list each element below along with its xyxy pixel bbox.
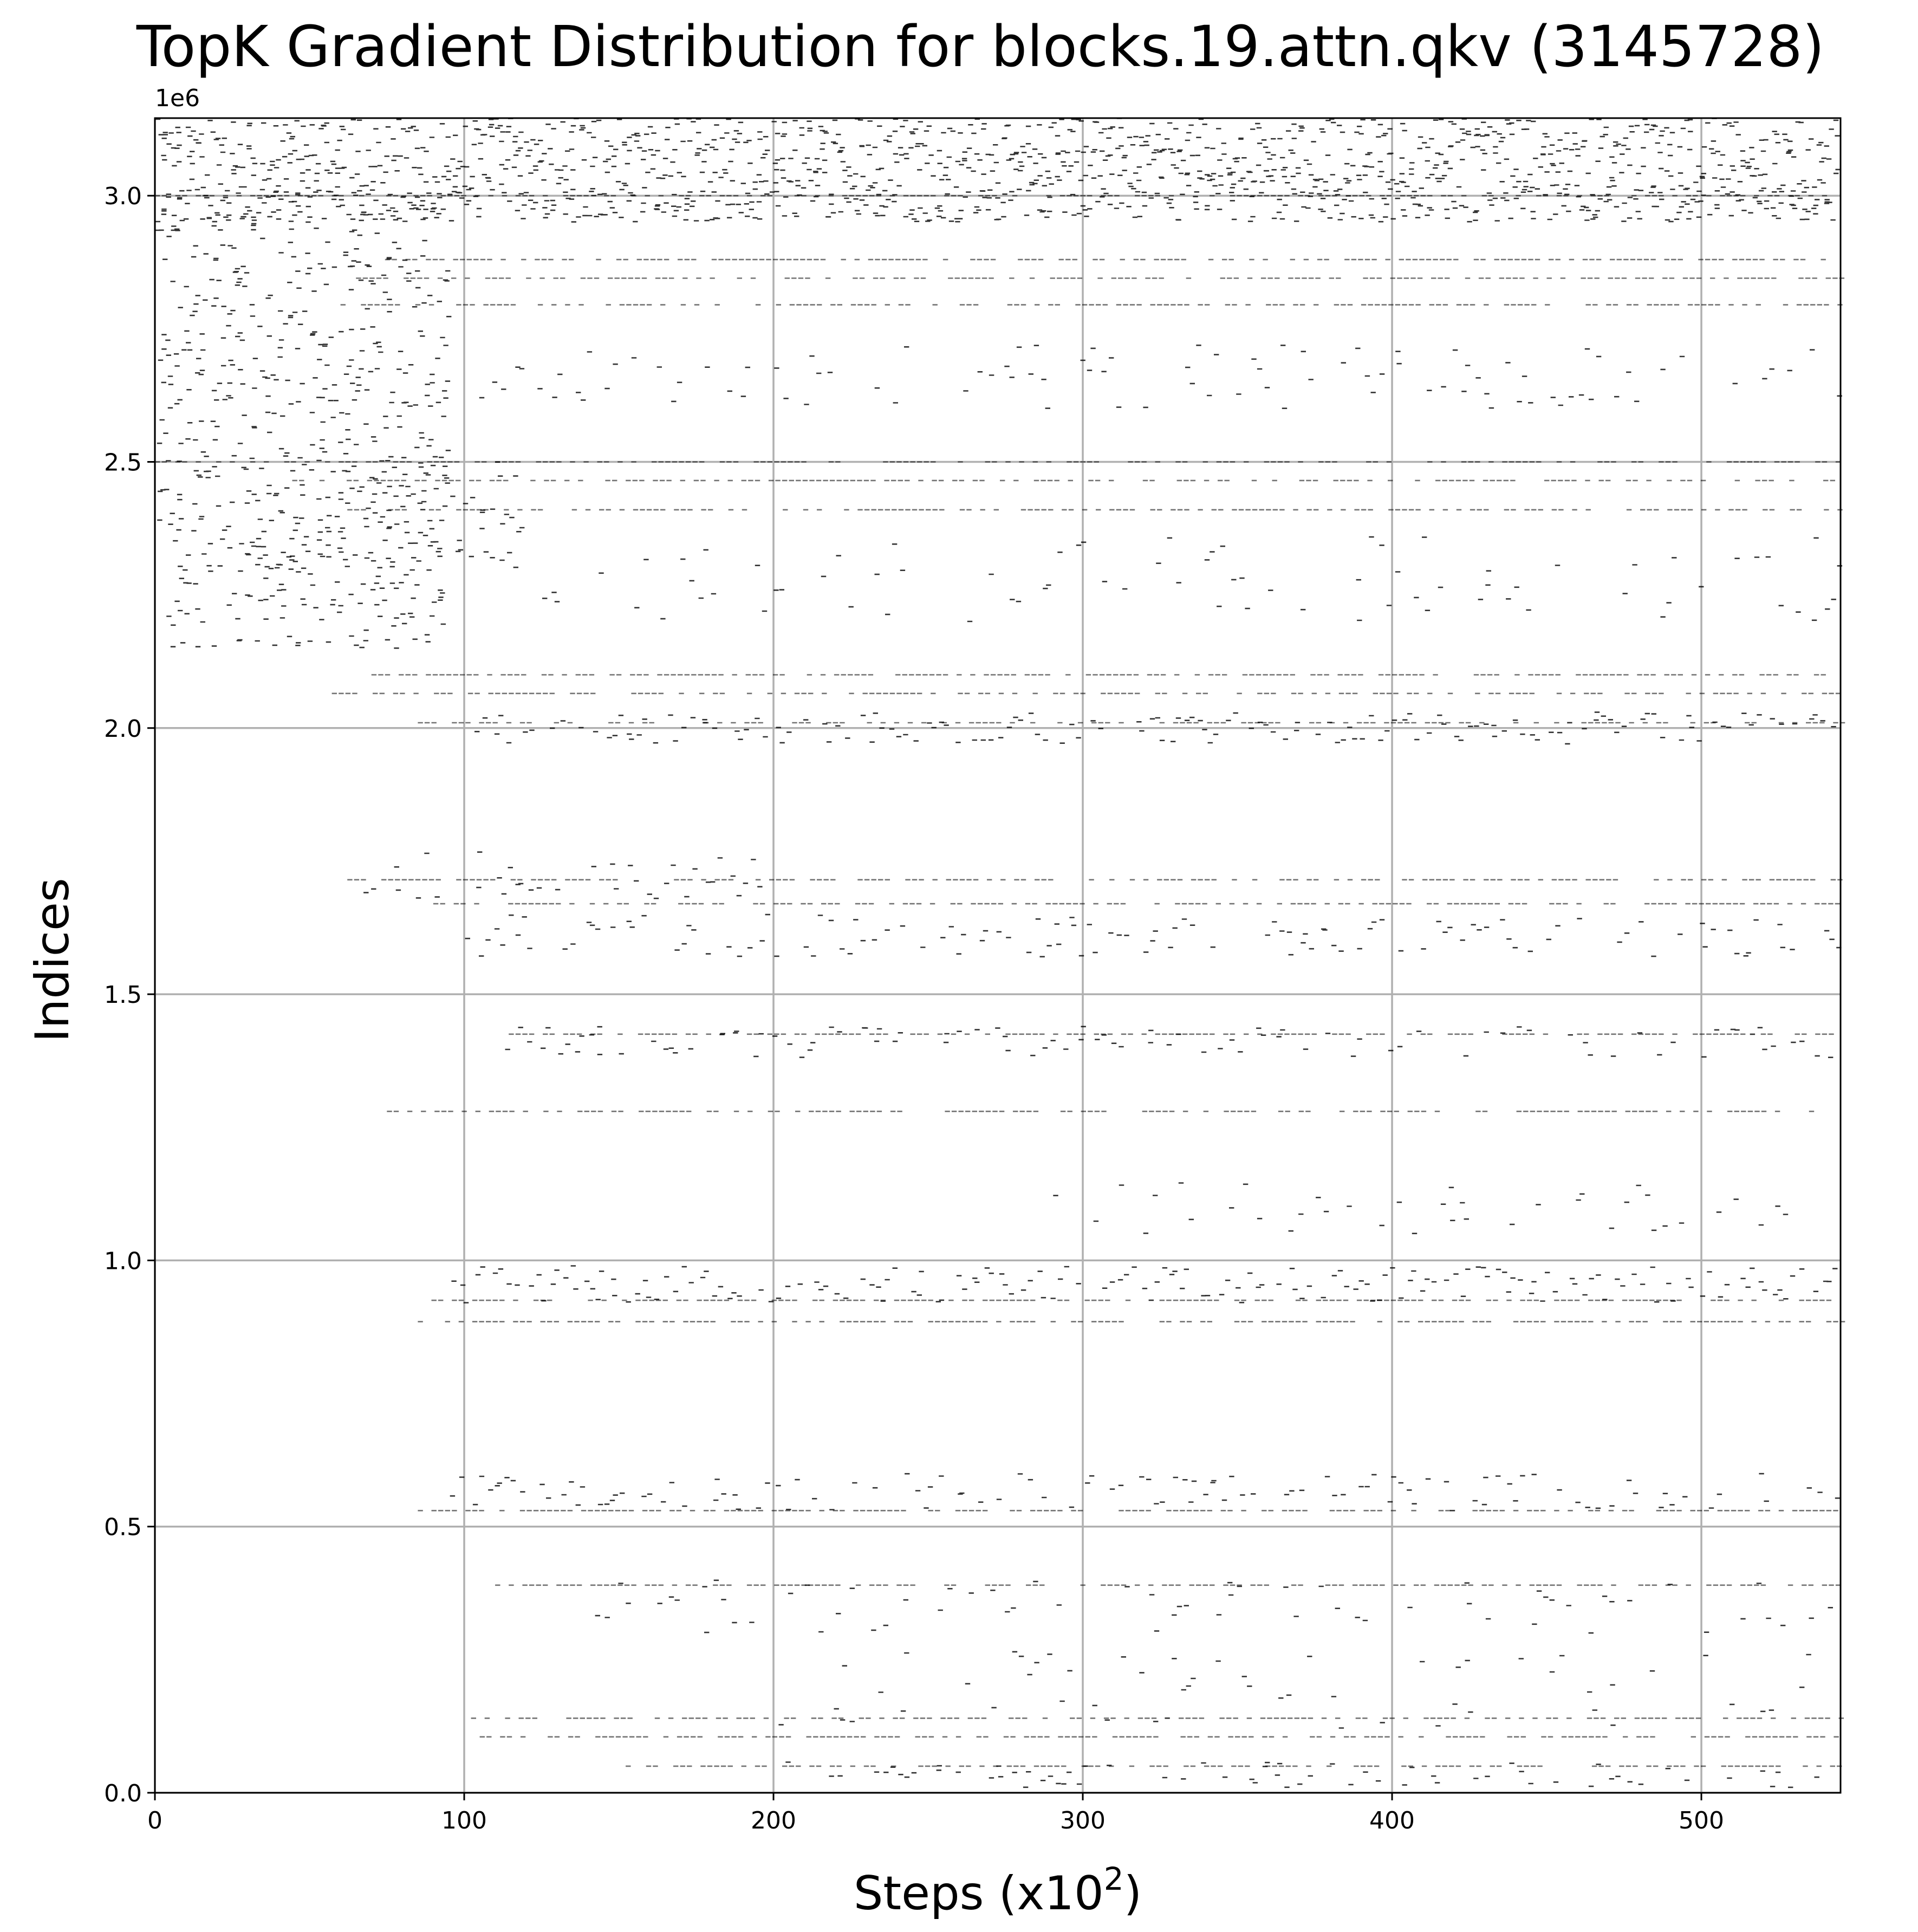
persistent-index-lines	[155, 195, 1845, 1767]
plot-area	[155, 118, 1841, 1793]
x-tick-label: 300	[1060, 1807, 1106, 1834]
index-band-marks	[279, 461, 525, 569]
chart-title: TopK Gradient Distribution for blocks.19…	[136, 14, 1824, 80]
index-band-marks	[474, 711, 1836, 745]
index-band-marks	[1053, 1182, 1789, 1234]
x-tick-label: 400	[1369, 1807, 1415, 1834]
x-axis-label-main: Steps (x10	[854, 1866, 1104, 1921]
index-band-marks	[479, 345, 1842, 409]
y-tick-label: 0.0	[104, 1780, 142, 1807]
index-band-marks	[778, 1651, 1811, 1729]
index-band-marks	[595, 1579, 1833, 1634]
index-band-marks	[155, 196, 452, 649]
x-tick-label: 200	[751, 1807, 796, 1834]
x-tick-label: 0	[147, 1807, 162, 1834]
index-band-marks	[363, 851, 763, 899]
x-axis-label-close: )	[1124, 1866, 1142, 1921]
index-band-marks	[785, 1761, 1819, 1788]
y-tick-label: 0.5	[104, 1514, 142, 1541]
index-band-marks	[451, 1265, 1838, 1304]
index-band-marks	[465, 913, 1842, 958]
x-axis-label-exponent: 2	[1104, 1860, 1124, 1897]
y-tick-label: 1.5	[104, 981, 142, 1009]
grid-lines	[154, 118, 1841, 1794]
x-tick-label: 500	[1679, 1807, 1724, 1834]
x-tick-label: 100	[441, 1807, 487, 1834]
index-band-marks	[450, 1473, 1841, 1512]
x-axis-ticks: 0 100 200 300 400 500	[147, 1793, 1724, 1834]
plot-frame	[154, 117, 1842, 1794]
index-band-marks	[505, 1026, 1834, 1058]
index-band-marks	[155, 117, 1841, 223]
y-tick-label: 1.0	[104, 1247, 142, 1275]
y-tick-label: 3.0	[104, 183, 142, 210]
y-tick-label: 2.5	[104, 449, 142, 476]
x-axis-label: Steps (x102)	[854, 1860, 1142, 1921]
y-axis-offset-label: 1e6	[155, 85, 200, 112]
y-tick-label: 2.0	[104, 715, 142, 743]
y-axis-ticks: 0.0 0.5 1.0 1.5 2.0 2.5 3.0	[104, 183, 155, 1807]
index-band-marks	[542, 536, 1843, 623]
gradient-index-marks	[155, 117, 1845, 1788]
y-axis-label: Indices	[25, 878, 80, 1042]
